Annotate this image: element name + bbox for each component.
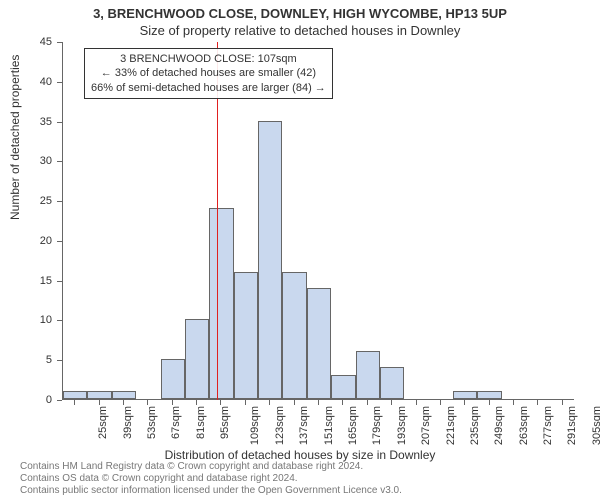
histogram-bar [209, 208, 233, 399]
histogram-bar [307, 288, 331, 399]
xtick-mark [74, 400, 75, 405]
xtick-label: 25sqm [97, 406, 109, 439]
ytick-mark [57, 320, 62, 321]
annotation-line3: 66% of semi-detached houses are larger (… [91, 81, 326, 95]
x-axis-label: Distribution of detached houses by size … [0, 448, 600, 462]
annotation-box: 3 BRENCHWOOD CLOSE: 107sqm ← 33% of deta… [84, 48, 333, 99]
xtick-label: 165sqm [347, 406, 359, 445]
ytick-mark [57, 201, 62, 202]
xtick-mark [513, 400, 514, 405]
xtick-label: 193sqm [396, 406, 408, 445]
xtick-label: 235sqm [469, 406, 481, 445]
ytick-mark [57, 161, 62, 162]
histogram-bar [380, 367, 404, 399]
xtick-label: 109sqm [250, 406, 262, 445]
xtick-label: 207sqm [420, 406, 432, 445]
xtick-mark [269, 400, 270, 405]
xtick-label: 53sqm [146, 406, 158, 439]
xtick-label: 39sqm [122, 406, 134, 439]
xtick-label: 263sqm [518, 406, 530, 445]
footer-line1: Contains HM Land Registry data © Crown c… [20, 461, 402, 473]
ytick-label: 35 [22, 116, 52, 128]
ytick-label: 15 [22, 275, 52, 287]
xtick-mark [318, 400, 319, 405]
xtick-label: 67sqm [170, 406, 182, 439]
histogram-bar [112, 391, 136, 399]
xtick-mark [245, 400, 246, 405]
xtick-mark [196, 400, 197, 405]
xtick-label: 305sqm [591, 406, 600, 445]
histogram-bar [87, 391, 111, 399]
xtick-label: 179sqm [372, 406, 384, 445]
xtick-label: 221sqm [445, 406, 457, 445]
xtick-mark [123, 400, 124, 405]
xtick-mark [464, 400, 465, 405]
xtick-mark [562, 400, 563, 405]
footer-line2: Contains OS data © Crown copyright and d… [20, 473, 402, 485]
xtick-mark [537, 400, 538, 405]
annotation-line2: ← 33% of detached houses are smaller (42… [91, 66, 326, 80]
ytick-label: 45 [22, 36, 52, 48]
plot-area: 3 BRENCHWOOD CLOSE: 107sqm ← 33% of deta… [62, 42, 574, 400]
xtick-label: 81sqm [195, 406, 207, 439]
xtick-mark [367, 400, 368, 405]
ytick-label: 30 [22, 155, 52, 167]
ytick-label: 10 [22, 314, 52, 326]
xtick-label: 123sqm [274, 406, 286, 445]
xtick-label: 95sqm [219, 406, 231, 439]
xtick-mark [220, 400, 221, 405]
ytick-mark [57, 122, 62, 123]
ytick-mark [57, 400, 62, 401]
xtick-mark [294, 400, 295, 405]
xtick-mark [416, 400, 417, 405]
xtick-label: 151sqm [323, 406, 335, 445]
chart-title-main: 3, BRENCHWOOD CLOSE, DOWNLEY, HIGH WYCOM… [0, 0, 600, 21]
chart-title-sub: Size of property relative to detached ho… [0, 21, 600, 42]
histogram-bar [63, 391, 87, 399]
xtick-label: 291sqm [567, 406, 579, 445]
xtick-mark [99, 400, 100, 405]
xtick-mark [391, 400, 392, 405]
histogram-bar [453, 391, 477, 399]
xtick-mark [342, 400, 343, 405]
ytick-label: 0 [22, 394, 52, 406]
xtick-mark [147, 400, 148, 405]
ytick-label: 25 [22, 195, 52, 207]
xtick-mark [489, 400, 490, 405]
histogram-bar [161, 359, 185, 399]
ytick-mark [57, 241, 62, 242]
histogram-bar [185, 319, 209, 399]
xtick-label: 277sqm [542, 406, 554, 445]
histogram-bar [282, 272, 306, 399]
footer-attribution: Contains HM Land Registry data © Crown c… [20, 461, 402, 497]
ytick-mark [57, 82, 62, 83]
ytick-label: 5 [22, 354, 52, 366]
xtick-mark [172, 400, 173, 405]
ytick-mark [57, 42, 62, 43]
ytick-label: 40 [22, 76, 52, 88]
xtick-label: 137sqm [298, 406, 310, 445]
footer-line3: Contains public sector information licen… [20, 485, 402, 497]
histogram-bar [477, 391, 501, 399]
histogram-bar [258, 121, 282, 399]
xtick-label: 249sqm [493, 406, 505, 445]
histogram-bar [356, 351, 380, 399]
ytick-mark [57, 281, 62, 282]
ytick-label: 20 [22, 235, 52, 247]
ytick-mark [57, 360, 62, 361]
y-axis-label: Number of detached properties [8, 55, 22, 220]
annotation-line1: 3 BRENCHWOOD CLOSE: 107sqm [91, 52, 326, 66]
histogram-bar [331, 375, 355, 399]
xtick-mark [440, 400, 441, 405]
histogram-bar [234, 272, 258, 399]
